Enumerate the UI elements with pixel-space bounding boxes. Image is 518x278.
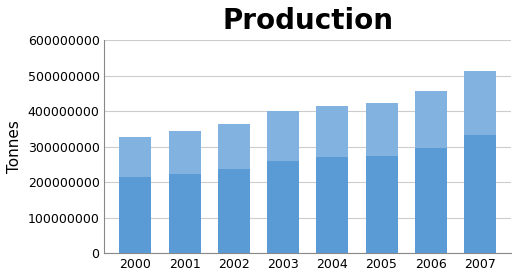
Bar (169, 131, 200, 253)
Bar (366, 103, 397, 253)
Y-axis label: Tonnes: Tonnes (7, 120, 22, 173)
Bar (415, 91, 447, 253)
Bar (316, 106, 348, 157)
Bar (464, 71, 496, 253)
Bar (120, 137, 151, 177)
Bar (267, 111, 299, 253)
Bar (316, 106, 348, 253)
Bar (218, 124, 250, 253)
Bar (366, 103, 397, 156)
Bar (415, 91, 447, 148)
Bar (120, 137, 151, 253)
Bar (218, 124, 250, 169)
Bar (267, 111, 299, 161)
Title: Production: Production (222, 7, 393, 35)
Bar (169, 131, 200, 173)
Bar (464, 71, 496, 135)
